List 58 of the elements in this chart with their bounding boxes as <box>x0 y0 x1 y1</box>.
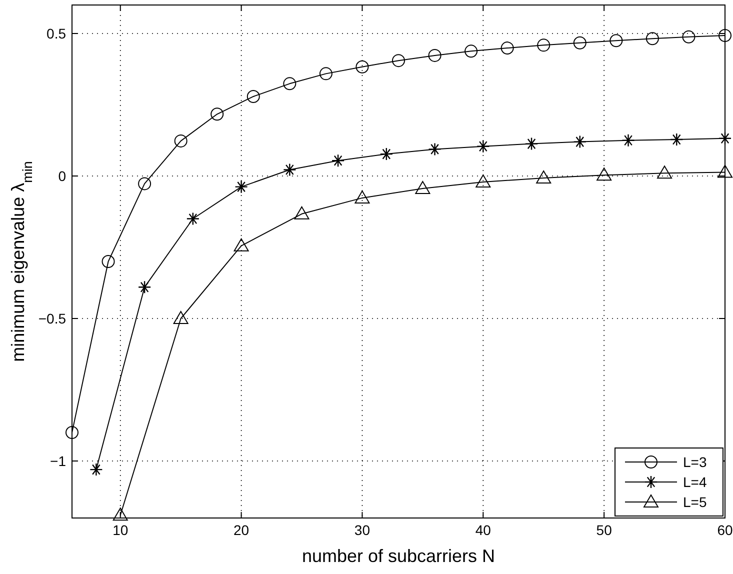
point <box>524 137 538 150</box>
point <box>610 34 623 48</box>
point <box>294 206 310 220</box>
point <box>283 163 296 176</box>
point <box>356 60 369 74</box>
point <box>186 212 200 226</box>
point <box>210 108 224 121</box>
point <box>173 311 188 324</box>
point <box>476 140 490 153</box>
x-tick-label: 50 <box>596 522 612 538</box>
y-tick-label: 0.5 <box>46 26 66 42</box>
point <box>718 28 732 42</box>
point <box>573 135 586 148</box>
point <box>319 67 332 80</box>
point <box>234 238 249 252</box>
point <box>380 147 394 161</box>
point <box>670 132 684 146</box>
point <box>537 38 550 52</box>
x-tick-label: 10 <box>112 522 128 538</box>
point <box>573 36 586 50</box>
point <box>102 255 115 268</box>
point <box>500 42 514 55</box>
point <box>657 166 672 179</box>
legend-label: L=3 <box>683 454 707 470</box>
point <box>138 280 152 294</box>
legend-label: L=4 <box>683 474 707 490</box>
point <box>354 190 370 204</box>
x-tick-label: 60 <box>717 522 733 538</box>
point <box>536 170 552 184</box>
point <box>112 508 128 521</box>
point <box>66 426 78 439</box>
x-tick-label: 30 <box>354 522 370 538</box>
x-axis-title: number of subcarriers N <box>302 546 496 566</box>
y-tick-label: 0 <box>58 168 66 184</box>
point <box>392 54 405 68</box>
x-tick-label: 20 <box>234 522 250 538</box>
point <box>718 164 732 178</box>
point <box>596 168 612 181</box>
point <box>622 134 635 147</box>
point <box>90 462 103 476</box>
y-tick-label: −1 <box>50 453 66 469</box>
point <box>331 154 345 168</box>
point <box>428 142 442 156</box>
point <box>246 90 260 103</box>
point <box>174 134 188 148</box>
point <box>138 177 152 190</box>
y-tick-label: −0.5 <box>38 310 66 326</box>
legend-label: L=5 <box>683 494 707 510</box>
point <box>415 181 430 194</box>
x-tick-label: 40 <box>475 522 492 538</box>
point <box>464 44 478 58</box>
point <box>682 30 696 44</box>
point <box>428 48 442 62</box>
point <box>234 180 248 194</box>
point <box>476 174 491 188</box>
point <box>646 32 659 46</box>
point <box>718 132 732 145</box>
point <box>283 77 296 90</box>
